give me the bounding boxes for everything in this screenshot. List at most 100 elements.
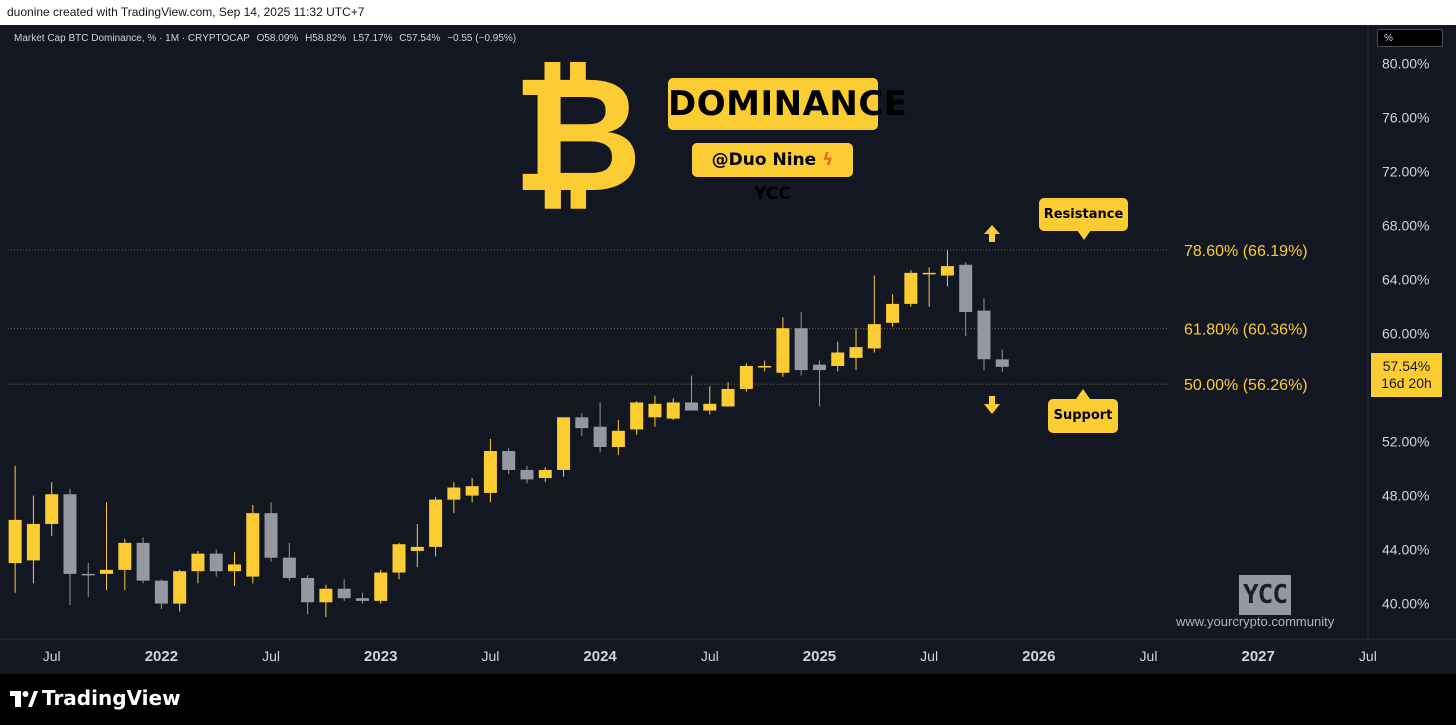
author-badge: @Duo Nine ϟ YCC bbox=[692, 143, 853, 204]
candle[interactable] bbox=[209, 549, 223, 577]
x-axis-tick-label: 2024 bbox=[583, 648, 617, 665]
scale-unit-label: % bbox=[1384, 33, 1393, 44]
last-price-tag: 57.54% 16d 20h bbox=[1371, 353, 1442, 397]
candle-body bbox=[26, 523, 40, 561]
candle[interactable] bbox=[977, 298, 991, 371]
x-axis-tick-label: Jul bbox=[920, 648, 938, 664]
candle[interactable] bbox=[118, 538, 132, 591]
candle[interactable] bbox=[630, 401, 644, 435]
candle[interactable] bbox=[758, 360, 772, 372]
candle[interactable] bbox=[995, 349, 1009, 372]
candle[interactable] bbox=[8, 465, 22, 593]
candle-body bbox=[940, 266, 954, 276]
lightning-icon: ϟ bbox=[822, 150, 834, 170]
candle[interactable] bbox=[721, 382, 735, 407]
candle[interactable] bbox=[812, 360, 826, 407]
candle-body bbox=[45, 494, 59, 524]
website-text: www.yourcrypto.community bbox=[1176, 614, 1335, 629]
candle[interactable] bbox=[922, 267, 936, 307]
candle[interactable] bbox=[520, 465, 534, 484]
candle-body bbox=[538, 469, 552, 479]
candle[interactable] bbox=[538, 467, 552, 483]
candle[interactable] bbox=[81, 563, 95, 597]
chart-frame[interactable]: 78.60% (66.19%) 61.80% (60.36%) 50.00% (56… bbox=[0, 25, 1456, 674]
y-axis-tick-label: 80.00% bbox=[1382, 56, 1429, 72]
candle[interactable] bbox=[502, 448, 516, 474]
ohlc-open: O58.09% bbox=[256, 33, 299, 44]
candle[interactable] bbox=[959, 262, 973, 337]
candle[interactable] bbox=[575, 413, 589, 437]
candle[interactable] bbox=[739, 363, 753, 392]
website-watermark: www.yourcrypto.community bbox=[1176, 614, 1334, 629]
title-text: DOMINANCE bbox=[668, 84, 908, 124]
candle[interactable] bbox=[886, 294, 900, 327]
candle[interactable] bbox=[666, 398, 680, 420]
candle[interactable] bbox=[191, 550, 205, 584]
candle-body bbox=[977, 310, 991, 360]
candle[interactable] bbox=[429, 496, 443, 557]
candle-body bbox=[557, 417, 571, 470]
candle[interactable] bbox=[246, 505, 260, 584]
resistance-callout: Resistance bbox=[1039, 198, 1128, 240]
candle[interactable] bbox=[465, 478, 479, 503]
candle[interactable] bbox=[45, 482, 59, 537]
ohlc-high: H58.82% bbox=[305, 33, 347, 44]
candle[interactable] bbox=[849, 328, 863, 371]
candle-body bbox=[154, 580, 168, 604]
candle-body bbox=[392, 544, 406, 573]
candle-body bbox=[209, 553, 223, 572]
candle[interactable] bbox=[483, 438, 497, 503]
candle[interactable] bbox=[593, 402, 607, 453]
candle[interactable] bbox=[63, 488, 77, 605]
arrow-down-icon bbox=[983, 395, 1001, 419]
ycc-logo: YCC bbox=[1239, 575, 1291, 615]
candle[interactable] bbox=[648, 395, 662, 427]
candle[interactable] bbox=[392, 542, 406, 580]
ycc-logo-text: YCC bbox=[1243, 580, 1288, 610]
candle-body bbox=[776, 328, 790, 373]
tradingview-brand[interactable]: TradingView bbox=[42, 686, 181, 710]
candle-body bbox=[191, 553, 205, 572]
candle[interactable] bbox=[374, 569, 388, 604]
candle[interactable] bbox=[904, 270, 918, 307]
candle-body bbox=[886, 303, 900, 323]
candle-body bbox=[81, 573, 95, 576]
candle[interactable] bbox=[703, 386, 717, 415]
candle[interactable] bbox=[557, 417, 571, 477]
candle[interactable] bbox=[410, 523, 424, 568]
candle-body bbox=[812, 364, 826, 371]
candle-body bbox=[959, 264, 973, 312]
candle-body bbox=[465, 486, 479, 496]
candle[interactable] bbox=[831, 341, 845, 372]
bitcoin-icon: ₿ bbox=[512, 41, 643, 228]
fib-level-label: 50.00% (56.26%) bbox=[1184, 377, 1308, 394]
candle[interactable] bbox=[447, 482, 461, 514]
candle[interactable] bbox=[794, 312, 808, 376]
candle[interactable] bbox=[282, 542, 296, 581]
candle-body bbox=[648, 403, 662, 418]
candle[interactable] bbox=[173, 569, 187, 612]
candle[interactable] bbox=[26, 495, 40, 584]
candle[interactable] bbox=[136, 537, 150, 584]
x-axis-tick-label: 2026 bbox=[1022, 648, 1055, 665]
ohlc-change: −0.55 (−0.95%) bbox=[447, 33, 517, 44]
scale-unit-selector[interactable]: % bbox=[1377, 29, 1443, 47]
candle[interactable] bbox=[867, 275, 881, 353]
candle[interactable] bbox=[611, 420, 625, 456]
candle[interactable] bbox=[301, 575, 315, 615]
ohlc-close: C57.54% bbox=[399, 33, 441, 44]
candle[interactable] bbox=[685, 375, 698, 411]
tradingview-logo-icon[interactable] bbox=[10, 688, 38, 710]
candle-body bbox=[758, 366, 772, 368]
candle[interactable] bbox=[319, 584, 333, 618]
candle[interactable] bbox=[100, 502, 114, 591]
candle[interactable] bbox=[154, 579, 168, 609]
candle[interactable] bbox=[355, 592, 369, 604]
candle[interactable] bbox=[337, 579, 351, 601]
candle[interactable] bbox=[776, 317, 790, 377]
candle[interactable] bbox=[228, 552, 241, 587]
candle[interactable] bbox=[940, 249, 954, 287]
x-axis-tick-label: Jul bbox=[1140, 648, 1158, 664]
candle[interactable] bbox=[264, 502, 278, 562]
credit-text: duonine created with TradingView.com, Se… bbox=[7, 5, 365, 19]
